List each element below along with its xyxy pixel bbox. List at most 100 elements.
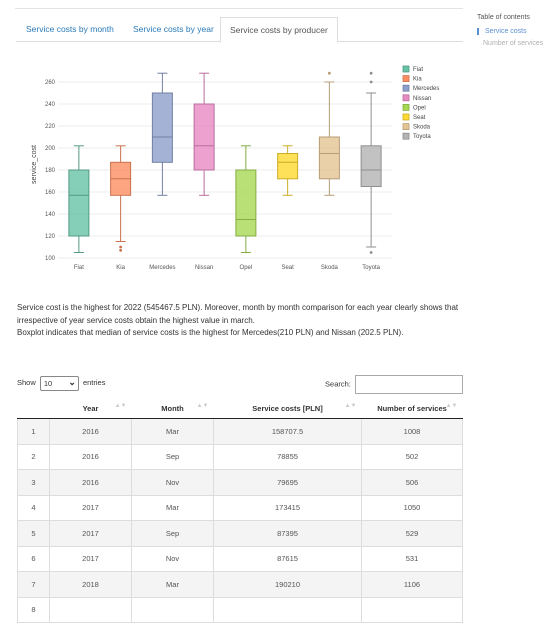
cell-month xyxy=(131,596,214,623)
x-tick-label: Mercedes xyxy=(149,265,175,271)
cell-year: 2016 xyxy=(49,443,132,470)
tab-bar: Service costs by month Service costs by … xyxy=(16,17,463,43)
cell-service-costs xyxy=(213,596,362,623)
table-row[interactable]: 8 xyxy=(17,596,463,623)
cell-year: 2017 xyxy=(49,520,132,547)
outlier-point xyxy=(369,71,373,75)
x-tick-label: Nissan xyxy=(195,265,213,271)
y-tick-label: 160 xyxy=(45,190,56,196)
box-mercedes xyxy=(151,92,173,163)
legend-swatch xyxy=(402,94,410,102)
cell-month: Mar xyxy=(131,571,214,598)
description-paragraph-2: Boxplot indicates that median of service… xyxy=(17,328,404,337)
legend-swatch xyxy=(402,104,410,111)
column-header-service-costs-label: Service costs [PLN] xyxy=(252,403,323,413)
column-header-service-costs[interactable]: Service costs [PLN] ▲▼ xyxy=(213,398,362,419)
y-tick-label: 180 xyxy=(45,168,56,174)
table-row[interactable]: 2 2016 Sep 78855 502 xyxy=(17,443,463,470)
legend-label: Toyota xyxy=(413,134,431,140)
legend-label: Seat xyxy=(413,115,426,121)
legend-swatch xyxy=(402,132,410,140)
x-tick-label: Seat xyxy=(281,265,294,271)
toc-item-number-of-services[interactable]: Number of services xyxy=(483,40,544,47)
legend-swatch xyxy=(402,84,410,92)
x-tick-label: Toyota xyxy=(362,265,380,271)
box-skoda xyxy=(318,136,340,180)
cell-index: 7 xyxy=(17,571,50,598)
box-seat xyxy=(277,153,299,180)
cell-month: Mar xyxy=(131,418,214,445)
cell-year: 2017 xyxy=(49,545,132,572)
service-cost-boxplot: 100 120 140 160 180 200 220 240 260 service_cost F… xyxy=(31,65,439,271)
cell-service-costs: 78855 xyxy=(213,443,362,470)
table-row[interactable]: 7 2018 Mar 190210 1106 xyxy=(17,571,463,598)
cell-year: 2017 xyxy=(49,494,132,521)
cell-year: 2016 xyxy=(49,469,132,496)
page-length-value: 10 xyxy=(43,378,53,388)
box-nissan xyxy=(193,103,215,171)
column-header-index[interactable] xyxy=(17,398,50,419)
sort-icon: ▲▼ xyxy=(445,403,458,409)
table-row[interactable]: 1 2016 Mar 158707.5 1008 xyxy=(17,418,463,445)
x-tick-label: Opel xyxy=(240,265,253,271)
y-axis-label: service_cost xyxy=(31,145,38,184)
y-tick-label: 240 xyxy=(45,102,56,108)
y-tick-label: 100 xyxy=(45,256,56,262)
legend-label: Nissan xyxy=(413,96,431,102)
toc-item-service-costs[interactable]: Service costs xyxy=(477,28,559,35)
legend-swatch xyxy=(402,75,410,83)
cell-month: Nov xyxy=(131,469,214,496)
cell-service-costs: 79695 xyxy=(213,469,362,496)
cell-year: 2016 xyxy=(49,418,132,445)
page-length-select[interactable]: 10 ⌄ xyxy=(39,375,79,391)
cell-number-of-services: 502 xyxy=(361,443,463,470)
sort-icon: ▲▼ xyxy=(196,403,209,409)
entries-label: entries xyxy=(82,378,106,387)
chevron-down-icon: ⌄ xyxy=(68,376,76,387)
tab-service-costs-by-producer[interactable]: Service costs by producer xyxy=(220,17,338,43)
cell-index: 2 xyxy=(17,443,50,470)
table-row[interactable]: 3 2016 Nov 79695 506 xyxy=(17,469,463,496)
table-row[interactable]: 5 2017 Sep 87395 529 xyxy=(17,520,463,547)
x-tick-label: Kia xyxy=(116,265,125,271)
plot-area xyxy=(58,71,392,258)
table-row[interactable]: 6 2017 Nov 87615 531 xyxy=(17,545,463,572)
table-search: Search: xyxy=(325,375,463,394)
column-header-year[interactable]: Year ▲▼ xyxy=(49,398,132,419)
legend-label: Kia xyxy=(413,77,422,83)
x-tick-label: Skoda xyxy=(321,265,339,271)
cell-month: Nov xyxy=(131,545,214,572)
column-header-month[interactable]: Month ▲▼ xyxy=(131,398,214,419)
outlier-point xyxy=(119,248,123,252)
cell-index: 6 xyxy=(17,545,50,572)
cell-month: Mar xyxy=(131,494,214,521)
y-tick-label: 140 xyxy=(45,212,56,218)
legend-swatch xyxy=(402,123,410,130)
box-opel xyxy=(235,169,257,237)
toc-title: Table of contents xyxy=(477,14,530,21)
cell-service-costs: 158707.5 xyxy=(213,418,362,445)
y-tick-label: 260 xyxy=(45,80,56,86)
cell-index: 8 xyxy=(17,596,50,623)
tab-service-costs-by-month[interactable]: Service costs by month xyxy=(26,24,114,34)
datatable-controls: Show 10 ⌄ entries Search: xyxy=(17,375,463,395)
tab-service-costs-by-year[interactable]: Service costs by year xyxy=(133,24,214,34)
cell-number-of-services xyxy=(361,596,463,623)
outlier-point xyxy=(119,245,123,249)
outlier-point xyxy=(327,71,331,75)
cell-service-costs: 87615 xyxy=(213,545,362,572)
table-of-contents: Table of contents Service costs Number o… xyxy=(477,14,559,52)
column-header-number-of-services[interactable]: Number of services ▲▼ xyxy=(361,398,463,419)
table-row[interactable]: 4 2017 Mar 173415 1050 xyxy=(17,494,463,521)
cell-month: Sep xyxy=(131,443,214,470)
legend-label: Mercedes xyxy=(413,86,439,92)
cell-number-of-services: 1008 xyxy=(361,418,463,445)
cell-index: 1 xyxy=(17,418,50,445)
column-header-month-label: Month xyxy=(161,403,184,413)
search-input[interactable] xyxy=(355,375,463,394)
top-divider xyxy=(15,8,463,9)
legend-swatch xyxy=(402,113,410,121)
outlier-point xyxy=(369,251,373,254)
y-tick-label: 120 xyxy=(45,234,56,240)
cell-number-of-services: 531 xyxy=(361,545,463,572)
